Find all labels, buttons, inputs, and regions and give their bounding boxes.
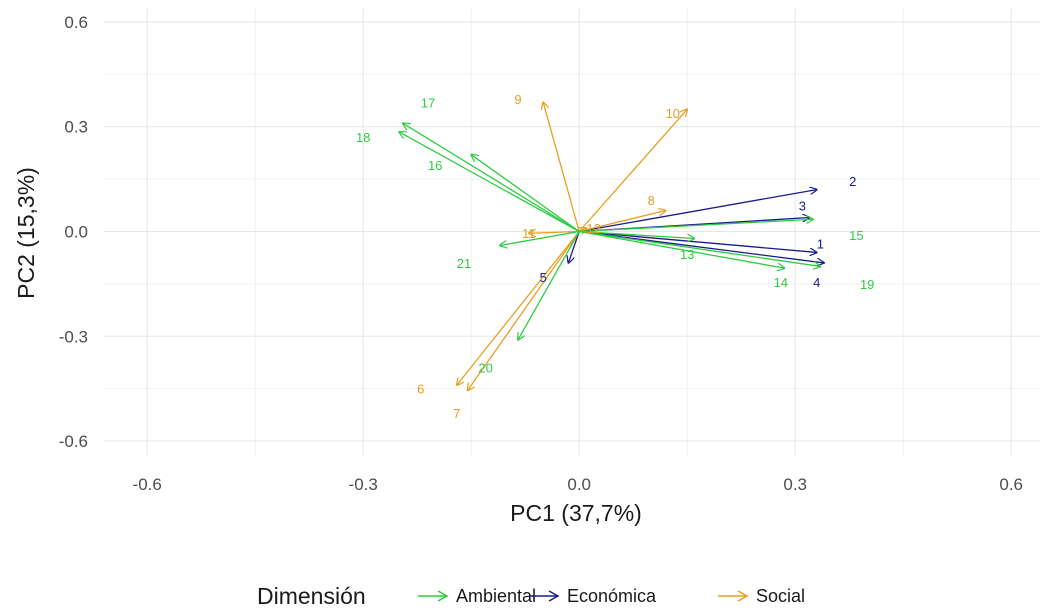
legend-key-social	[718, 590, 749, 602]
x-tick-label: 0.0	[567, 475, 591, 494]
vector-label-15: 15	[849, 228, 863, 243]
vector-arrow-21	[500, 230, 580, 246]
x-axis-ticks: -0.6 -0.3 0.0 0.3 0.6	[133, 475, 1023, 494]
vector-arrow-13	[579, 230, 694, 239]
vector-arrow-20	[518, 231, 580, 340]
y-tick-label: -0.6	[59, 432, 88, 451]
vector-arrow-6	[457, 231, 580, 386]
legend-item-label: Social	[756, 586, 805, 606]
vector-arrow-17	[403, 123, 580, 233]
vector-label-16: 16	[428, 158, 442, 173]
vector-arrow-19	[579, 230, 820, 267]
vector-label-20: 20	[478, 361, 492, 376]
vector-label-2: 2	[849, 174, 856, 189]
vector-label-9: 9	[514, 92, 521, 107]
vector-label-7: 7	[453, 406, 460, 421]
x-tick-label: 0.6	[999, 475, 1023, 494]
vector-label-5: 5	[540, 270, 547, 285]
vector-arrow-9	[543, 102, 580, 232]
y-tick-label: 0.3	[64, 118, 88, 137]
legend-key-ambiental	[418, 590, 449, 602]
legend-item-label: Ambiental	[456, 586, 536, 606]
x-tick-label: -0.6	[133, 475, 162, 494]
y-tick-label: 0.0	[64, 223, 88, 242]
vector-label-14: 14	[774, 275, 788, 290]
x-tick-label: -0.3	[349, 475, 378, 494]
vector-label-17: 17	[421, 95, 435, 110]
loading-vectors	[399, 102, 824, 390]
vector-label-18: 18	[356, 130, 370, 145]
vector-label-6: 6	[417, 382, 424, 397]
grid-lines	[104, 8, 1040, 455]
vector-arrow-2	[579, 190, 817, 233]
vector-label-8: 8	[648, 193, 655, 208]
x-tick-label: 0.3	[783, 475, 807, 494]
legend-item-label: Económica	[567, 586, 657, 606]
vector-arrow-14	[579, 230, 784, 269]
x-axis-title: PC1 (37,7%)	[510, 500, 642, 526]
vector-arrow-5	[568, 231, 580, 263]
vector-arrow-11	[529, 232, 580, 234]
y-axis-title: PC2 (15,3%)	[13, 167, 39, 299]
vector-arrow-16	[471, 155, 580, 233]
y-tick-label: 0.6	[64, 13, 88, 32]
vector-label-3: 3	[799, 198, 806, 213]
vector-label-21: 21	[457, 256, 471, 271]
y-axis-ticks: 0.6 0.3 0.0 -0.3 -0.6	[59, 13, 88, 451]
vector-label-13: 13	[680, 247, 694, 262]
vector-arrow-18	[399, 132, 580, 233]
y-tick-label: -0.3	[59, 327, 88, 346]
legend-title: Dimensión	[257, 583, 366, 609]
vector-label-11: 11	[522, 226, 536, 241]
vector-label-19: 19	[860, 277, 874, 292]
legend-key-económica	[529, 590, 560, 602]
vector-arrow-15	[579, 219, 813, 233]
vector-label-12: 12	[586, 221, 600, 236]
vector-label-10: 10	[666, 106, 680, 121]
vector-arrow-7	[468, 231, 580, 391]
vector-arrow-4	[579, 230, 824, 263]
vector-label-1: 1	[817, 237, 824, 252]
legend: Dimensión Ambiental Económica Social	[257, 583, 805, 609]
vector-arrow-10	[578, 109, 687, 232]
vector-arrow-1	[579, 230, 817, 253]
vector-arrow-8	[579, 211, 665, 233]
vector-label-4: 4	[813, 275, 820, 290]
